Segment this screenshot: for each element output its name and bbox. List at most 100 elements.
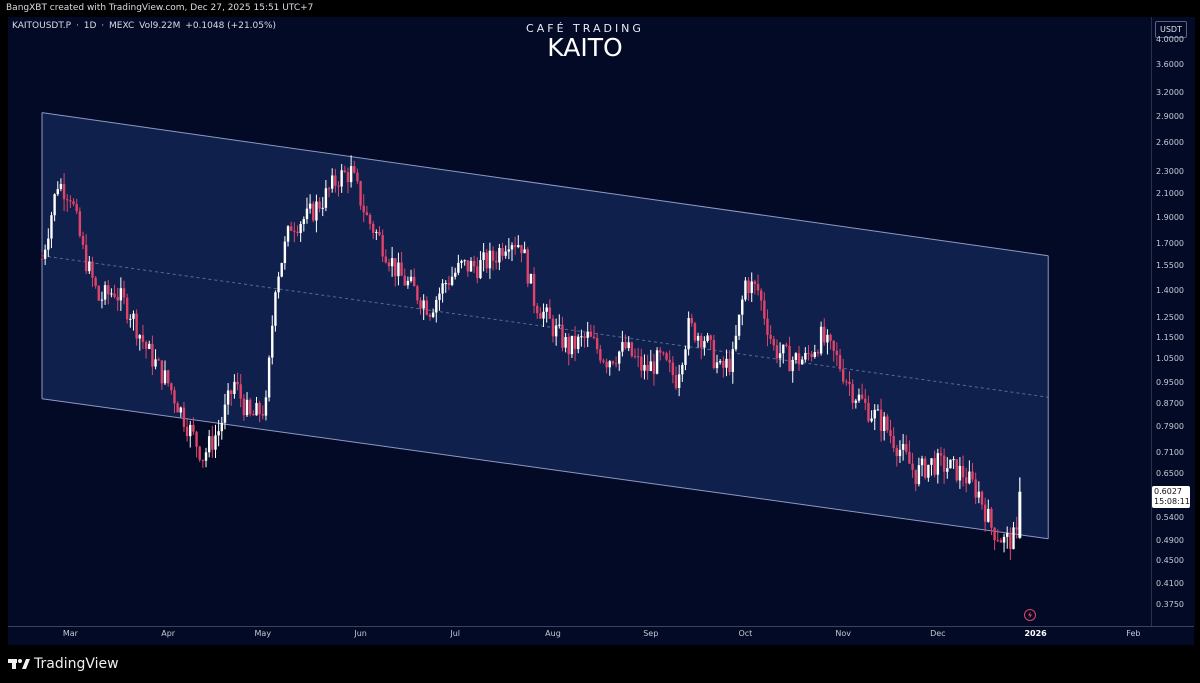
time-axis-label: Aug	[545, 629, 561, 638]
candle-body	[192, 424, 195, 432]
last-candle-body	[1018, 491, 1022, 538]
time-axis-label: Oct	[738, 629, 753, 638]
candle-body	[696, 335, 700, 341]
chart-pane[interactable]: KAITOUSDT.P · 1D · MEXC Vol9.22M +0.1048…	[8, 17, 1151, 626]
candle-body	[741, 299, 744, 315]
candle-body	[62, 184, 66, 200]
candle-body	[526, 249, 529, 284]
candle-body	[441, 283, 444, 294]
candle-body	[129, 318, 132, 320]
candle-body	[422, 300, 425, 309]
time-axis-label: Apr	[161, 629, 176, 638]
candle-body	[952, 459, 955, 461]
candle-body	[447, 283, 451, 285]
price-axis-label: 2.6000	[1156, 137, 1184, 147]
candle-body	[343, 170, 347, 173]
candle-body	[876, 409, 880, 411]
candle-body	[517, 244, 520, 248]
candle-body	[684, 349, 687, 365]
candle-body	[857, 394, 861, 401]
candle-body	[924, 458, 927, 478]
candle-body	[53, 194, 56, 216]
candle-body	[406, 280, 410, 286]
candle-body	[561, 324, 564, 348]
candle-body	[182, 407, 186, 427]
price-axis-label: 0.4900	[1156, 536, 1184, 546]
candle-body	[747, 280, 750, 294]
candle-body	[725, 358, 728, 368]
symbol-name[interactable]: KAITOUSDT.P	[12, 21, 72, 31]
price-axis-label: 3.6000	[1156, 60, 1184, 70]
separator: ·	[101, 21, 105, 31]
candle-body	[627, 342, 630, 349]
candle-body	[400, 262, 403, 276]
price-axis-label: 0.4100	[1156, 578, 1184, 588]
candle-body	[882, 416, 886, 431]
candle-body	[166, 370, 170, 384]
candle-body	[693, 323, 697, 341]
channel-upper-line	[41, 112, 1049, 257]
candle-body	[677, 374, 681, 389]
candle-body	[113, 293, 116, 297]
candle-body	[425, 300, 429, 315]
candle-body	[43, 249, 47, 259]
time-axis-label: Mar	[62, 629, 78, 638]
candle-body	[233, 381, 236, 394]
candle-body	[958, 465, 962, 481]
candle-body	[463, 260, 466, 262]
candle-body	[993, 527, 996, 541]
price-axis-label: 0.3750	[1156, 600, 1184, 609]
candle-body	[744, 280, 747, 300]
candle-body	[469, 260, 473, 272]
price-axis[interactable]: USDT 4.0000 3.6000 3.2000 2.9000 2.6000 2.300…	[1151, 17, 1195, 626]
candle-body	[835, 350, 839, 355]
candle-body	[687, 317, 690, 350]
candle-body	[141, 335, 145, 342]
price-axis-label: 0.7100	[1156, 447, 1184, 457]
candle-body	[349, 166, 353, 183]
time-axis-label: Sep	[643, 629, 659, 638]
candle-body	[390, 258, 394, 267]
candle-body	[69, 200, 72, 202]
time-axis-label: 2026	[1024, 629, 1047, 638]
candle-body	[873, 409, 876, 419]
candle-body	[460, 260, 463, 263]
price-change: +0.1048 (+21.05%)	[185, 21, 277, 31]
candle-body	[302, 219, 306, 224]
candle-body	[507, 249, 511, 252]
price-axis-label: 0.9500	[1156, 378, 1184, 388]
channel-fill	[42, 112, 1049, 539]
candle-body	[867, 402, 870, 422]
candle-body	[800, 359, 804, 365]
candle-body	[700, 335, 703, 348]
symbol-legend[interactable]: KAITOUSDT.P · 1D · MEXC Vol9.22M +0.1048…	[12, 21, 278, 31]
candle-body	[542, 311, 545, 319]
tradingview-logo[interactable]: TradingView	[8, 654, 119, 674]
candle-body	[602, 360, 605, 362]
candle-body	[454, 272, 457, 277]
candle-body	[88, 261, 91, 272]
price-axis-label: 0.5400	[1156, 512, 1184, 522]
time-axis-label: Dec	[930, 629, 946, 638]
candle-body	[185, 426, 189, 437]
time-axis[interactable]	[8, 626, 1194, 645]
candle-body	[782, 344, 785, 354]
candle-body	[40, 258, 44, 260]
currency-unit-button[interactable]: USDT	[1155, 21, 1187, 38]
candle-body	[330, 175, 334, 189]
interval[interactable]: 1D	[83, 21, 97, 31]
candle-body	[248, 399, 252, 415]
candle-body	[397, 262, 400, 277]
candle-body	[671, 362, 675, 376]
candle-body	[763, 300, 766, 319]
candle-body	[529, 273, 533, 284]
flash-icon[interactable]	[1024, 609, 1036, 621]
candle-body	[195, 431, 198, 447]
candle-body	[974, 479, 977, 498]
price-chart[interactable]	[8, 17, 1151, 626]
candle-body	[116, 296, 119, 301]
candle-body	[829, 334, 832, 341]
candle-body	[289, 226, 293, 231]
channel-lower-line	[41, 398, 1049, 540]
